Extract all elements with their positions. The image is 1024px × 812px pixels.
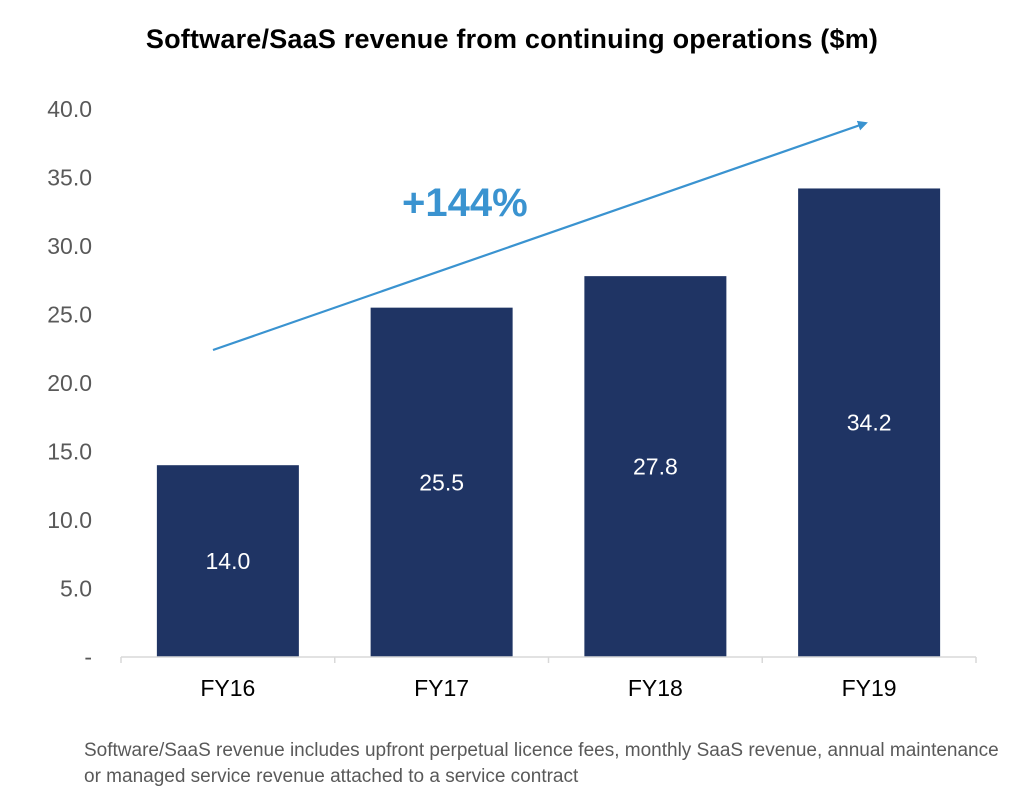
y-axis-tick-labels: - 5.0 10.0 15.0 20.0 25.0 30.0 35.0 40.0 xyxy=(47,96,92,670)
y-tick-label: 15.0 xyxy=(47,439,92,465)
trend-arrow xyxy=(212,120,868,352)
y-tick-label: 40.0 xyxy=(47,96,92,122)
bar-value-label: 25.5 xyxy=(419,469,464,495)
bars xyxy=(156,188,941,657)
bar-value-label: 34.2 xyxy=(847,410,892,436)
x-tick-label: FY17 xyxy=(414,675,469,701)
growth-annotation: +144% xyxy=(402,181,528,225)
x-tick-label: FY19 xyxy=(842,675,897,701)
y-tick-label: 20.0 xyxy=(47,370,92,396)
y-tick-label: 30.0 xyxy=(47,233,92,259)
x-tick-label: FY18 xyxy=(628,675,683,701)
x-tick-label: FY16 xyxy=(200,675,255,701)
bar-fy19 xyxy=(798,188,941,657)
bar-fy16 xyxy=(156,465,299,657)
y-tick-label: 5.0 xyxy=(60,576,92,602)
y-tick-label: - xyxy=(84,644,92,670)
y-tick-label: 25.0 xyxy=(47,302,92,328)
bar-value-label: 14.0 xyxy=(205,548,250,574)
bar-value-labels: 14.0 25.5 27.8 34.2 xyxy=(205,410,891,574)
bar-value-label: 27.8 xyxy=(633,454,678,480)
y-tick-label: 10.0 xyxy=(47,507,92,533)
chart-title: Software/SaaS revenue from continuing op… xyxy=(145,24,879,54)
x-axis-tick-labels: FY16 FY17 FY18 FY19 xyxy=(120,657,977,701)
bar-chart: - 5.0 10.0 15.0 20.0 25.0 30.0 35.0 40.0 14.0 25.… xyxy=(47,96,977,701)
y-tick-label: 35.0 xyxy=(47,165,92,191)
bar-fy17 xyxy=(370,307,513,657)
footnote: Software/SaaS revenue includes upfront p… xyxy=(84,740,999,787)
bar-fy18 xyxy=(584,276,727,657)
